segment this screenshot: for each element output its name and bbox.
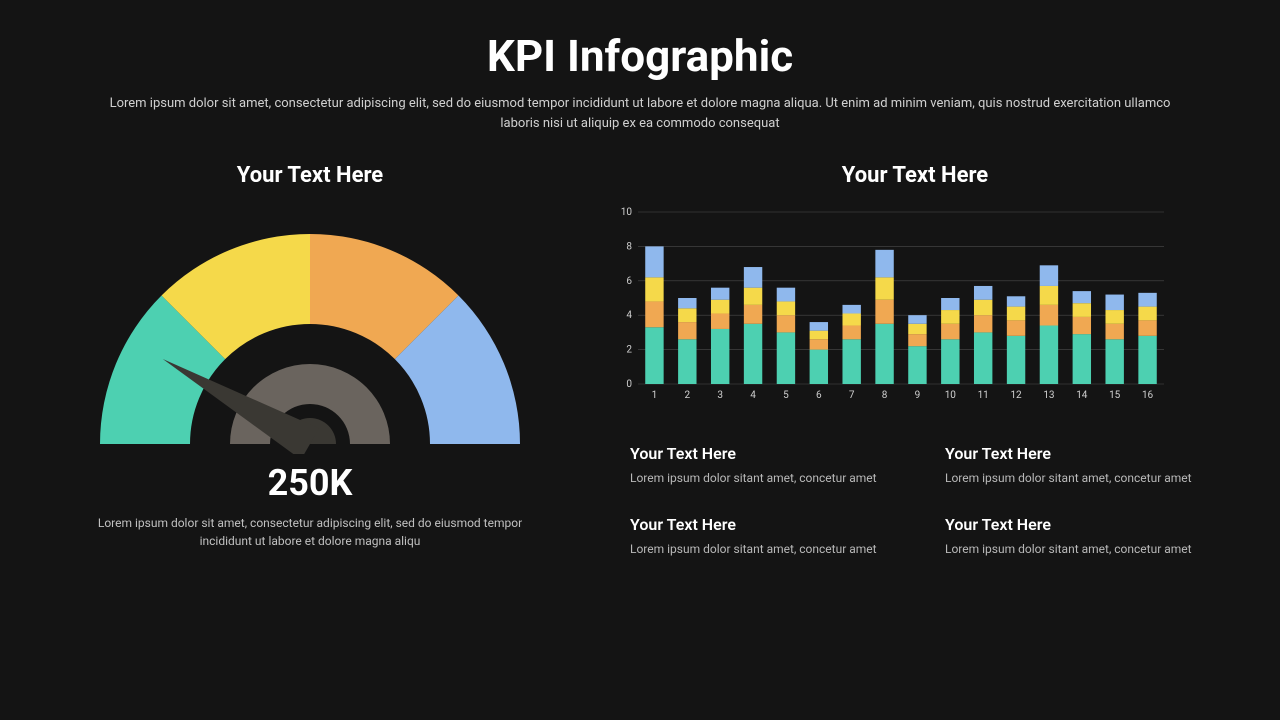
svg-text:5: 5	[783, 390, 789, 401]
text-blocks: Your Text Here Lorem ipsum dolor sitant a…	[610, 444, 1220, 558]
bar-chart: 024681012345678910111213141516	[610, 204, 1170, 404]
svg-text:6: 6	[626, 276, 632, 287]
gauge-value: 250K	[60, 462, 560, 504]
svg-text:12: 12	[1010, 390, 1022, 401]
gauge-title: Your Text Here	[60, 163, 560, 188]
svg-text:8: 8	[626, 241, 632, 252]
page-title: KPI Infographic	[60, 30, 1220, 82]
svg-text:15: 15	[1109, 390, 1121, 401]
right-panel: Your Text Here 0246810123456789101112131…	[610, 163, 1220, 558]
svg-text:0: 0	[626, 379, 632, 390]
block-title: Your Text Here	[630, 515, 905, 534]
gauge-panel: Your Text Here 250K Lorem ipsum dolor si…	[60, 163, 560, 558]
text-block: Your Text Here Lorem ipsum dolor sitant a…	[630, 515, 905, 558]
gauge-chart	[80, 204, 540, 454]
block-text: Lorem ipsum dolor sitant amet, concetur …	[945, 469, 1220, 487]
barchart-title: Your Text Here	[610, 163, 1220, 188]
svg-text:11: 11	[978, 390, 989, 401]
block-text: Lorem ipsum dolor sitant amet, concetur …	[630, 469, 905, 487]
svg-text:4: 4	[626, 310, 632, 321]
svg-text:2: 2	[685, 390, 691, 401]
kpi-slide: KPI Infographic Lorem ipsum dolor sit am…	[0, 0, 1280, 720]
content-row: Your Text Here 250K Lorem ipsum dolor si…	[60, 163, 1220, 558]
svg-text:10: 10	[621, 207, 633, 218]
svg-text:16: 16	[1142, 390, 1154, 401]
svg-text:4: 4	[750, 390, 756, 401]
block-title: Your Text Here	[945, 444, 1220, 463]
page-subtitle: Lorem ipsum dolor sit amet, consectetur …	[100, 94, 1180, 133]
svg-text:7: 7	[849, 390, 855, 401]
svg-text:1: 1	[652, 390, 658, 401]
svg-text:3: 3	[717, 390, 723, 401]
gauge-description: Lorem ipsum dolor sit amet, consectetur …	[80, 514, 540, 550]
block-text: Lorem ipsum dolor sitant amet, concetur …	[630, 540, 905, 558]
text-block: Your Text Here Lorem ipsum dolor sitant a…	[945, 515, 1220, 558]
svg-text:14: 14	[1076, 390, 1088, 401]
block-text: Lorem ipsum dolor sitant amet, concetur …	[945, 540, 1220, 558]
text-block: Your Text Here Lorem ipsum dolor sitant a…	[945, 444, 1220, 487]
block-title: Your Text Here	[945, 515, 1220, 534]
svg-text:10: 10	[945, 390, 957, 401]
header: KPI Infographic Lorem ipsum dolor sit am…	[60, 30, 1220, 133]
svg-text:2: 2	[626, 345, 632, 356]
text-block: Your Text Here Lorem ipsum dolor sitant a…	[630, 444, 905, 487]
svg-text:9: 9	[915, 390, 921, 401]
svg-text:13: 13	[1043, 390, 1054, 401]
svg-text:8: 8	[882, 390, 888, 401]
block-title: Your Text Here	[630, 444, 905, 463]
svg-text:6: 6	[816, 390, 822, 401]
